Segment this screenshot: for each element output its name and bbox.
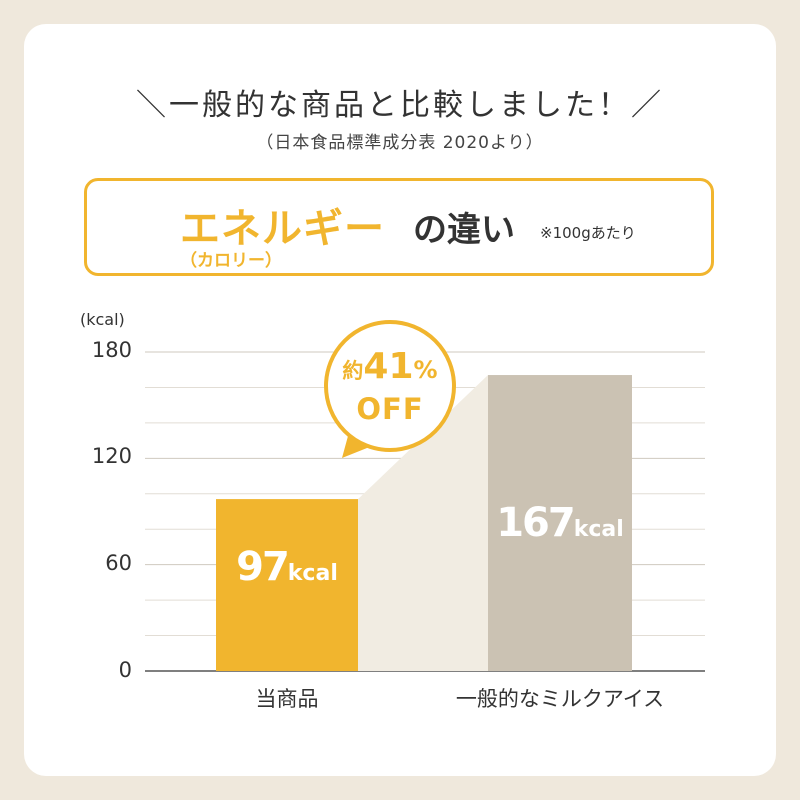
- title-calorie: （カロリー）: [180, 251, 282, 271]
- y-tick-120: 120: [91, 444, 132, 468]
- bar-value-label-ours: 97kcal: [236, 544, 338, 590]
- y-tick-60: 60: [105, 551, 132, 575]
- bar-1: [488, 375, 632, 671]
- title-per-100g: ※100gあたり: [540, 224, 636, 242]
- badge-percent-line: 約41%: [326, 346, 454, 387]
- badge-pointer: [342, 436, 372, 458]
- comparison-connector: [358, 375, 488, 671]
- x-label-general-milk-ice: 一般的なミルクアイス: [455, 687, 665, 711]
- title-energy: エネルギー: [180, 206, 385, 252]
- badge-number: 41: [363, 346, 414, 387]
- badge-off: OFF: [356, 392, 424, 426]
- badge-percent: %: [413, 356, 438, 384]
- y-axis-unit: (kcal): [80, 310, 125, 329]
- source-note: （日本食品標準成分表 2020より）: [256, 133, 544, 153]
- discount-badge: [324, 320, 456, 458]
- badge-prefix: 約: [342, 359, 364, 383]
- title-difference: の違い: [413, 210, 515, 250]
- bar-value-label-general: 167kcal: [496, 500, 624, 546]
- headline: ＼一般的な商品と比較しました！／: [136, 88, 664, 123]
- y-tick-180: 180: [91, 338, 132, 362]
- x-label-our-product: 当商品: [255, 687, 319, 711]
- badge-circle: [324, 320, 456, 452]
- bar-0: [216, 499, 358, 671]
- y-tick-0: 0: [118, 658, 132, 682]
- title-box: [84, 178, 714, 276]
